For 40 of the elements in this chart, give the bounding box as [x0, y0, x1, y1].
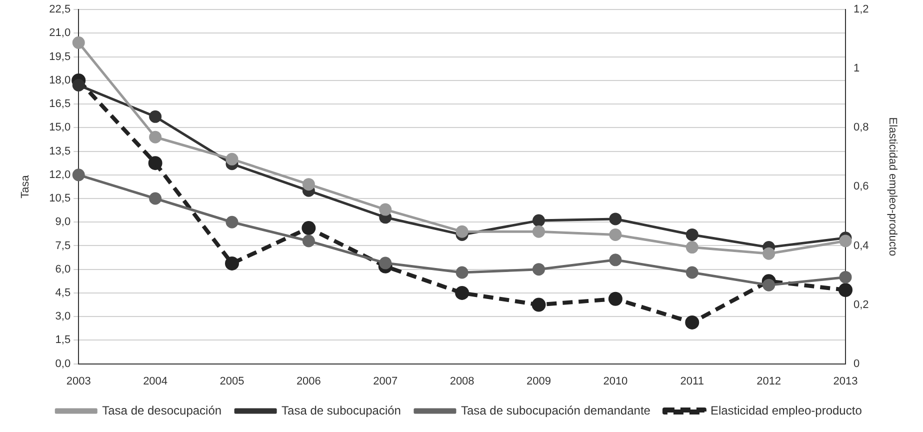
legend-label: Tasa de desocupación	[102, 403, 222, 418]
legend-label: Elasticidad empleo-producto	[710, 403, 862, 418]
x-tick-label: 2005	[220, 375, 244, 388]
x-tick-label: 2012	[756, 375, 782, 388]
y-tick-label: 7,5	[55, 240, 71, 252]
y-axis-title: Tasa	[20, 174, 32, 198]
y-tick-label: 9,0	[55, 216, 71, 228]
y2-tick-label: 0,4	[854, 240, 869, 252]
x-tick-label: 2004	[143, 375, 168, 388]
y-tick-label: 1,5	[55, 334, 71, 346]
y2-tick-label: 0	[854, 358, 860, 370]
y2-tick-label: 0,2	[854, 298, 869, 311]
x-tick-label: 2006	[296, 375, 321, 388]
y-tick-label: 16,5	[49, 98, 71, 110]
y2-axis-title: Elasticidad empleo-producto	[886, 117, 898, 256]
y-tick-label: 15,0	[49, 122, 71, 134]
x-tick-label: 2010	[603, 375, 628, 388]
x-tick-label: 2008	[450, 375, 474, 388]
x-tick-label: 2007	[373, 375, 398, 388]
y2-tick-label: 0,8	[854, 122, 869, 134]
y-tick-label: 12,0	[49, 168, 71, 181]
y-tick-label: 0,0	[55, 358, 71, 370]
y-tick-label: 22,5	[49, 4, 71, 16]
x-tick-label: 2009	[526, 375, 551, 388]
legend-label: Tasa de subocupación demandante	[460, 403, 651, 418]
y-tick-label: 21,0	[49, 27, 71, 40]
y2-tick-label: 1	[854, 62, 860, 75]
x-tick-label: 2013	[833, 375, 858, 388]
y-tick-label: 6,0	[55, 263, 71, 276]
legend-label: Tasa de subocupación	[282, 403, 401, 418]
x-tick-label: 2011	[680, 375, 704, 388]
y-tick-label: 10,5	[49, 192, 71, 205]
y-tick-label: 19,5	[49, 50, 71, 63]
y-tick-label: 18,0	[49, 74, 71, 86]
y-tick-label: 13,5	[49, 145, 71, 158]
y2-tick-label: 0,6	[854, 180, 869, 193]
x-tick-label: 2003	[66, 375, 91, 388]
y-tick-label: 4,5	[55, 286, 71, 299]
y2-tick-label: 1,2	[854, 4, 869, 16]
y-tick-label: 3,0	[55, 310, 71, 323]
